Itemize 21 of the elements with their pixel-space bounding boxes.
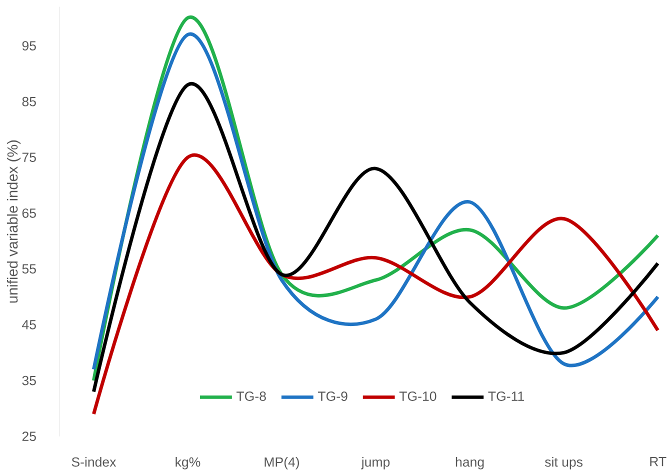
y-axis-title: unified variable index (%) bbox=[6, 140, 21, 303]
line-series bbox=[92, 154, 660, 416]
legend-label: TG-9 bbox=[318, 392, 348, 402]
y-tick-label: 45 bbox=[22, 320, 36, 330]
y-tick-label: 75 bbox=[22, 152, 36, 162]
legend-label: TG-8 bbox=[236, 392, 266, 402]
x-tick-label: sit ups bbox=[544, 457, 583, 470]
x-tick-label: S-index bbox=[72, 457, 116, 467]
legend-label: TG-11 bbox=[488, 392, 524, 402]
x-tick-label: RT bbox=[650, 457, 666, 466]
x-tick-label: kg% bbox=[176, 457, 200, 470]
y-tick-label: 35 bbox=[22, 376, 36, 386]
x-tick-label: MP(4) bbox=[264, 457, 300, 470]
y-tick-label: 65 bbox=[22, 208, 36, 218]
legend-label: TG-10 bbox=[399, 392, 436, 402]
x-tick-label: hang bbox=[456, 457, 484, 470]
y-tick-label: 55 bbox=[22, 264, 36, 274]
y-tick-label: 25 bbox=[22, 432, 36, 442]
x-tick-label: jump bbox=[361, 457, 390, 470]
y-tick-label: 95 bbox=[22, 41, 36, 51]
y-tick-label: 85 bbox=[22, 96, 36, 106]
